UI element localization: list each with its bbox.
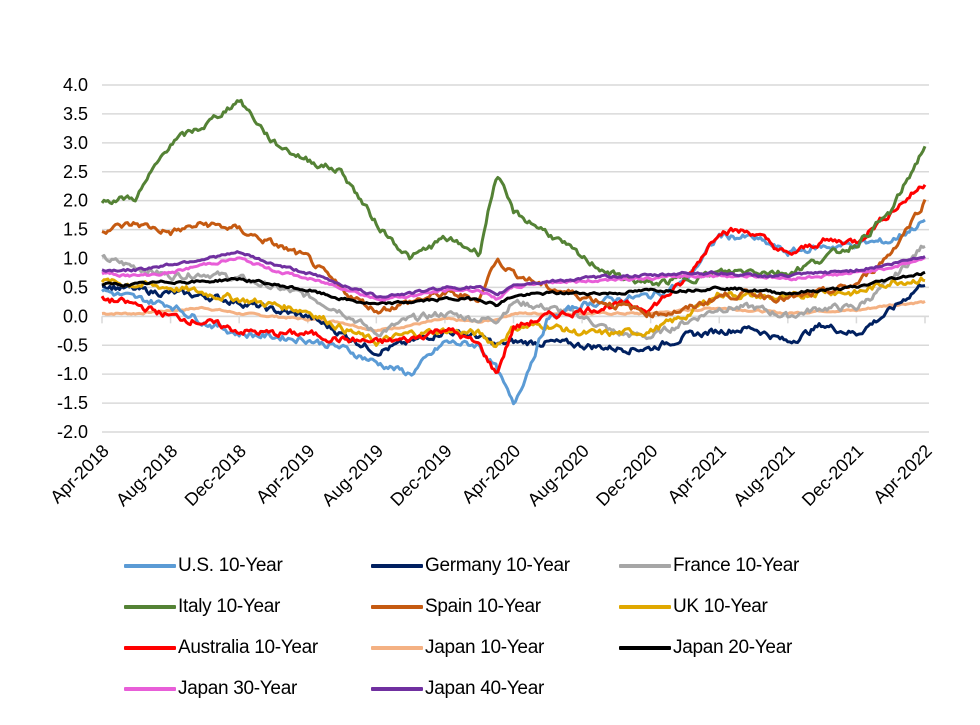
y-tick-label: -1.0 bbox=[57, 364, 88, 384]
y-tick-label: -0.5 bbox=[57, 335, 88, 355]
y-tick-label: 1.5 bbox=[63, 220, 88, 240]
legend-item: Japan 10-Year bbox=[371, 635, 544, 661]
legend-label: UK 10-Year bbox=[673, 596, 768, 617]
x-tick-label: Aug-2020 bbox=[524, 441, 593, 510]
x-tick-label: Dec-2021 bbox=[798, 441, 867, 510]
y-tick-label: 3.5 bbox=[63, 104, 88, 124]
x-tick-label: Dec-2018 bbox=[181, 441, 250, 510]
legend-label: Australia 10-Year bbox=[178, 637, 318, 658]
legend-swatch bbox=[124, 564, 176, 568]
legend-swatch bbox=[124, 687, 176, 691]
legend-label: Japan 40-Year bbox=[425, 678, 544, 699]
series-line-italy-10-year bbox=[100, 98, 927, 287]
y-tick-label: -1.5 bbox=[57, 393, 88, 413]
legend-item: U.S. 10-Year bbox=[124, 553, 283, 579]
legend-swatch bbox=[124, 605, 176, 609]
y-tick-label: 2.5 bbox=[63, 162, 88, 182]
legend-item: Japan 40-Year bbox=[371, 676, 544, 702]
legend-label: Spain 10-Year bbox=[425, 596, 541, 617]
y-tick-label: 0.0 bbox=[63, 306, 88, 326]
legend-item: UK 10-Year bbox=[619, 594, 768, 620]
x-tick-label: Apr-2019 bbox=[252, 441, 319, 508]
legend-swatch bbox=[371, 564, 423, 568]
legend-label: Japan 10-Year bbox=[425, 637, 544, 658]
legend-label: France 10-Year bbox=[673, 555, 800, 576]
x-tick-label: Apr-2018 bbox=[46, 441, 113, 508]
legend-swatch bbox=[124, 646, 176, 650]
y-tick-label: 4.0 bbox=[63, 75, 88, 95]
series-line-france-10-year bbox=[101, 244, 926, 341]
series-line-australia-10-year bbox=[100, 184, 927, 374]
series-line-japan-20-year bbox=[101, 270, 926, 308]
x-tick-label: Dec-2019 bbox=[386, 441, 455, 510]
legend-swatch bbox=[619, 605, 671, 609]
legend-item: Italy 10-Year bbox=[124, 594, 280, 620]
legend-swatch bbox=[619, 564, 671, 568]
legend-item: Spain 10-Year bbox=[371, 594, 541, 620]
series-line-japan-40-year bbox=[101, 250, 926, 299]
x-tick-label: Dec-2020 bbox=[592, 441, 661, 510]
legend-item: France 10-Year bbox=[619, 553, 799, 579]
gridlines bbox=[102, 84, 929, 433]
y-tick-label: 2.0 bbox=[63, 191, 88, 211]
legend-swatch bbox=[371, 605, 423, 609]
legend-label: Japan 20-Year bbox=[673, 637, 792, 658]
x-axis-tick-labels: Apr-2018 Aug-2018 Dec-2018 Apr-2019 Aug-2019… bbox=[46, 441, 936, 510]
series-line-u-s-10-year bbox=[101, 218, 926, 406]
legend-label: Germany 10-Year bbox=[425, 555, 570, 576]
legend-swatch bbox=[371, 687, 423, 691]
legend-label: U.S. 10-Year bbox=[178, 555, 283, 576]
series-line-spain-10-year bbox=[101, 199, 927, 319]
y-tick-label: 0.5 bbox=[63, 277, 88, 297]
series-line-germany-10-year bbox=[101, 283, 926, 357]
x-tick-label: Apr-2022 bbox=[869, 441, 936, 508]
x-axis bbox=[101, 315, 929, 324]
x-tick-label: Aug-2018 bbox=[112, 441, 181, 510]
series-lines bbox=[100, 98, 927, 406]
x-tick-label: Aug-2021 bbox=[729, 441, 798, 510]
x-tick-label: Aug-2019 bbox=[318, 441, 387, 510]
y-tick-label: 1.0 bbox=[63, 249, 88, 269]
x-tick-label: Apr-2021 bbox=[664, 441, 731, 508]
y-tick-label: 3.0 bbox=[63, 133, 88, 153]
legend-label: Japan 30-Year bbox=[178, 678, 297, 699]
y-tick-label: -2.0 bbox=[57, 422, 88, 442]
legend-item: Japan 30-Year bbox=[124, 676, 297, 702]
legend-item: Germany 10-Year bbox=[371, 553, 570, 579]
legend-swatch bbox=[619, 646, 671, 650]
legend-item: Australia 10-Year bbox=[124, 635, 318, 661]
y-axis-tick-labels: 4.0 3.5 3.0 2.5 2.0 1.5 1.0 0.5 0.0 -0.5 -1.0 -1.5 -… bbox=[57, 75, 88, 442]
legend-swatch bbox=[371, 646, 423, 650]
legend-label: Italy 10-Year bbox=[178, 596, 281, 617]
x-tick-label: Apr-2020 bbox=[458, 441, 525, 508]
legend-item: Japan 20-Year bbox=[619, 635, 792, 661]
